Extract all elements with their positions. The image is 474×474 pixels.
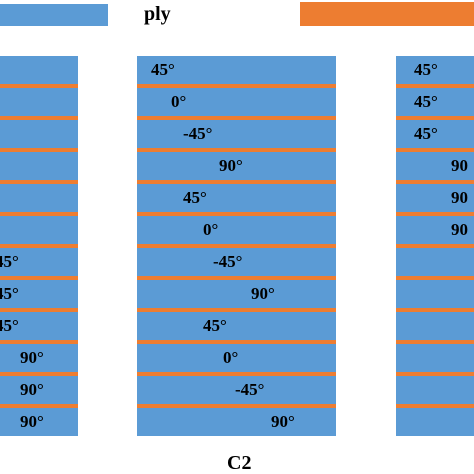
ply-layer: -45° (137, 120, 336, 148)
ply-angle-label: -45° (183, 124, 213, 143)
ply-layer (396, 280, 474, 308)
ply-layer: 45° (0, 248, 78, 276)
ply-layer (396, 248, 474, 276)
ply-layer (0, 120, 78, 148)
ply-angle-label: 45° (414, 124, 438, 143)
ply-angle-label: 45° (414, 60, 438, 79)
ply-layer (396, 376, 474, 404)
ply-angle-label: 45° (0, 316, 19, 335)
stack-left-laminate: 45°45°45°90°90°90° (0, 56, 78, 436)
ply-layer: 90° (0, 408, 78, 436)
ply-layer (396, 408, 474, 436)
ply-layer: 45° (396, 56, 474, 84)
ply-angle-label: 90° (271, 412, 295, 431)
ply-layer (0, 56, 78, 84)
ply-layer: 0° (137, 88, 336, 116)
ply-angle-label: 90° (20, 348, 44, 367)
ply-angle-label: 90° (20, 412, 44, 431)
stack-right-laminate: 45° 45° 45° 90 90 90 (396, 56, 474, 436)
legend-interlayer-swatch (300, 2, 474, 26)
ply-layer (0, 184, 78, 212)
ply-layer: 0° (137, 216, 336, 244)
ply-angle-label: 90° (251, 284, 275, 303)
ply-layer (396, 312, 474, 340)
stack-c2-caption: C2 (227, 452, 252, 474)
ply-layer: 90° (137, 280, 336, 308)
ply-layer (0, 88, 78, 116)
ply-layer (0, 152, 78, 180)
ply-angle-label: 45° (203, 316, 227, 335)
ply-angle-label: 90 (451, 220, 468, 239)
ply-layer: 45° (0, 312, 78, 340)
ply-layer: 90 (396, 216, 474, 244)
stack-c2-laminate: 45° 0° -45° 90° 45° 0° -45° 90° 45° 0° -45° 90° (137, 56, 336, 436)
ply-angle-label: 45° (0, 284, 19, 303)
ply-layer: 45° (396, 120, 474, 148)
ply-layer: 45° (137, 56, 336, 84)
legend-ply-swatch (0, 4, 108, 26)
ply-layer: 90° (0, 344, 78, 372)
ply-layer: 45° (137, 312, 336, 340)
ply-layer: 45° (396, 88, 474, 116)
ply-angle-label: 0° (203, 220, 219, 239)
ply-layer: 90 (396, 152, 474, 180)
ply-angle-label: 90° (219, 156, 243, 175)
ply-layer: 90° (137, 408, 336, 436)
ply-angle-label: 90 (451, 156, 468, 175)
ply-angle-label: 45° (151, 60, 175, 79)
ply-angle-label: -45° (235, 380, 265, 399)
ply-layer: 45° (0, 280, 78, 308)
ply-angle-label: -45° (213, 252, 243, 271)
ply-angle-label: 90° (20, 380, 44, 399)
ply-layer (0, 216, 78, 244)
ply-angle-label: 0° (171, 92, 187, 111)
ply-layer: 90° (137, 152, 336, 180)
ply-layer: 0° (137, 344, 336, 372)
ply-angle-label: 0° (223, 348, 239, 367)
ply-layer: -45° (137, 248, 336, 276)
ply-layer: 90 (396, 184, 474, 212)
ply-layer (396, 344, 474, 372)
ply-layer: 45° (137, 184, 336, 212)
ply-angle-label: 45° (414, 92, 438, 111)
ply-angle-label: 45° (183, 188, 207, 207)
ply-angle-label: 45° (0, 252, 19, 271)
legend-ply-label: ply (144, 3, 171, 25)
ply-angle-label: 90 (451, 188, 468, 207)
ply-layer: 90° (0, 376, 78, 404)
ply-layer: -45° (137, 376, 336, 404)
